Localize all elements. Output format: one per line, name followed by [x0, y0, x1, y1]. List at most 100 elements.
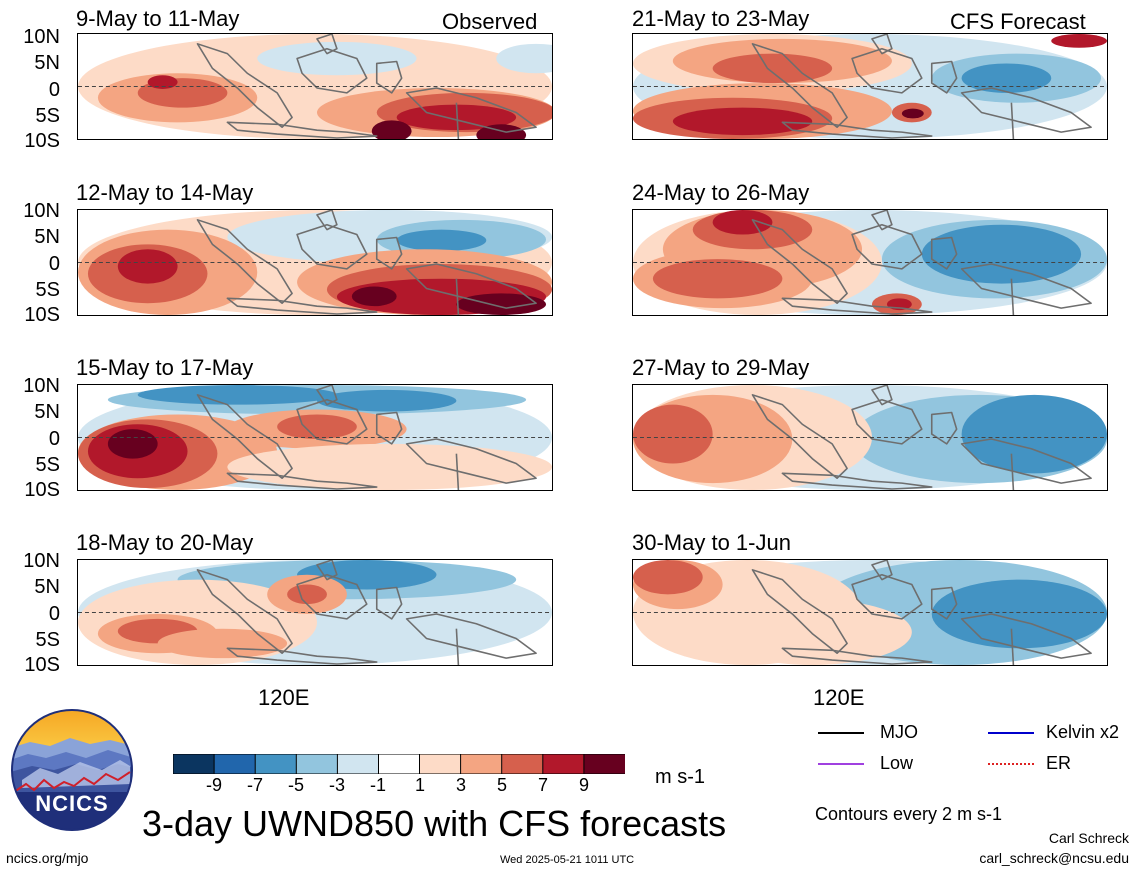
map-panel-obs-4 — [77, 559, 553, 666]
coastline — [455, 102, 460, 139]
wind-anomaly-shade — [107, 429, 158, 459]
lat-tick-5n: 5N — [34, 401, 60, 423]
main-title: 3-day UWND850 with CFS forecasts — [142, 803, 727, 844]
lat-tick-5s: 5S — [35, 454, 60, 476]
wind-anomaly-shade — [147, 75, 178, 89]
map-panel-fcst-2-field — [633, 210, 1107, 315]
map-panel-obs-1 — [77, 33, 553, 140]
wind-anomaly-shade — [287, 584, 327, 605]
lat-tick-eq: 0 — [48, 253, 60, 275]
colorbar-ticks: -9 -7 -5 -3 -1 1 3 5 7 9 — [173, 775, 625, 797]
legend-mjo-line — [818, 732, 864, 734]
panel-title-left-3: 15-May to 17-May — [76, 355, 254, 380]
panel-title-right-3: 27-May to 29-May — [632, 355, 810, 380]
colorbar-swatch — [542, 753, 585, 775]
coastline — [405, 613, 537, 659]
map-panel-obs-2 — [77, 209, 553, 316]
colorbar-tick: 5 — [496, 775, 507, 795]
coastline — [226, 647, 378, 665]
wind-anomaly-shade — [496, 43, 552, 74]
map-panel-fcst-3 — [632, 384, 1108, 491]
coastline — [751, 219, 848, 305]
colorbar-swatch — [295, 753, 339, 775]
lat-axis-left-4: 10N 5N 0 5S 10S — [8, 550, 68, 675]
ncics-logo[interactable]: NCICS — [10, 708, 134, 832]
panel-title-left-4: 18-May to 20-May — [76, 530, 254, 555]
coastline — [375, 411, 403, 445]
lat-tick-5s: 5S — [35, 279, 60, 301]
panel-title-right-2: 24-May to 26-May — [632, 180, 810, 205]
coastline — [455, 278, 460, 315]
wind-anomaly-shade — [157, 628, 288, 659]
lat-tick-10n: 10N — [23, 375, 60, 397]
colorbar-tick: 9 — [578, 775, 589, 795]
legend-er-line — [988, 763, 1034, 765]
legend-kelvin-line — [988, 732, 1034, 734]
coastline — [316, 560, 338, 581]
wind-anomaly-shade — [712, 53, 833, 84]
coastline — [405, 263, 537, 309]
map-panel-fcst-4-field — [633, 560, 1107, 665]
coastline — [375, 236, 403, 270]
coastline — [1010, 628, 1015, 665]
lat-tick-5n: 5N — [34, 52, 60, 74]
lat-tick-10s: 10S — [24, 130, 60, 152]
lat-tick-5n: 5N — [34, 226, 60, 248]
coastline — [196, 43, 293, 129]
wind-anomaly-shade — [371, 120, 412, 139]
lat-axis-left-3: 10N 5N 0 5S 10S — [8, 375, 68, 500]
lat-tick-10s: 10S — [24, 304, 60, 326]
ncics-logo-text: NCICS — [35, 791, 109, 816]
legend: MJO Kelvin x2 Low ER — [816, 718, 1131, 778]
coastline — [226, 121, 378, 139]
colorbar-swatch — [172, 753, 216, 775]
coastline — [930, 60, 958, 94]
lon-label-right: 120E — [813, 685, 865, 710]
lat-axis-left-1: 10N 5N 0 5S 10S — [8, 26, 68, 152]
coastline — [960, 613, 1092, 659]
lat-tick-eq: 0 — [48, 603, 60, 625]
colorbar-tick: -3 — [328, 775, 345, 795]
coastline — [871, 560, 893, 581]
lat-axis-left-2: 10N 5N 0 5S 10S — [8, 200, 68, 326]
lat-tick-10n: 10N — [23, 550, 60, 572]
wind-anomaly-shade — [961, 63, 1052, 93]
map-panel-obs-3-field — [78, 385, 552, 490]
footer-email[interactable]: carl_schreck@ncsu.edu — [979, 850, 1129, 866]
wind-anomaly-shade — [316, 389, 457, 412]
colorbar-swatch — [583, 753, 626, 775]
coastline — [375, 586, 403, 620]
footer-url[interactable]: ncics.org/mjo — [6, 850, 89, 866]
wind-anomaly-shade — [961, 394, 1107, 474]
coastline — [960, 87, 1092, 133]
coastline — [405, 438, 537, 484]
coastline — [751, 569, 848, 655]
colorbar-tick: 7 — [537, 775, 548, 795]
colorbar-swatch — [501, 753, 544, 775]
footer-timestamp: Wed 2025-05-21 1011 UTC — [500, 854, 635, 866]
map-panel-fcst-2 — [632, 209, 1108, 316]
lat-tick-10n: 10N — [23, 200, 60, 222]
wind-anomaly-shade — [117, 249, 178, 284]
wind-anomaly-shade — [921, 224, 1082, 284]
map-panel-fcst-1 — [632, 33, 1108, 140]
legend-mjo-label: MJO — [880, 722, 918, 742]
wind-anomaly-shade — [672, 107, 813, 136]
wind-anomaly-shade — [712, 599, 912, 665]
coastline — [960, 438, 1092, 484]
coastline — [316, 210, 338, 231]
colorbar-swatch — [460, 753, 503, 775]
coastline — [226, 472, 378, 490]
legend-er-label: ER — [1046, 753, 1072, 773]
footer-author: Carl Schreck — [1048, 830, 1129, 846]
coastline — [1010, 278, 1015, 315]
coastline — [781, 472, 933, 490]
colorbar-tick: -9 — [205, 775, 222, 795]
map-panel-fcst-4 — [632, 559, 1108, 666]
coastline — [405, 87, 537, 133]
lat-tick-10n: 10N — [23, 26, 60, 48]
coastline — [316, 385, 338, 406]
panel-title-right-1: 21-May to 23-May — [632, 6, 810, 31]
coastline — [960, 263, 1092, 309]
coastline — [455, 453, 460, 490]
